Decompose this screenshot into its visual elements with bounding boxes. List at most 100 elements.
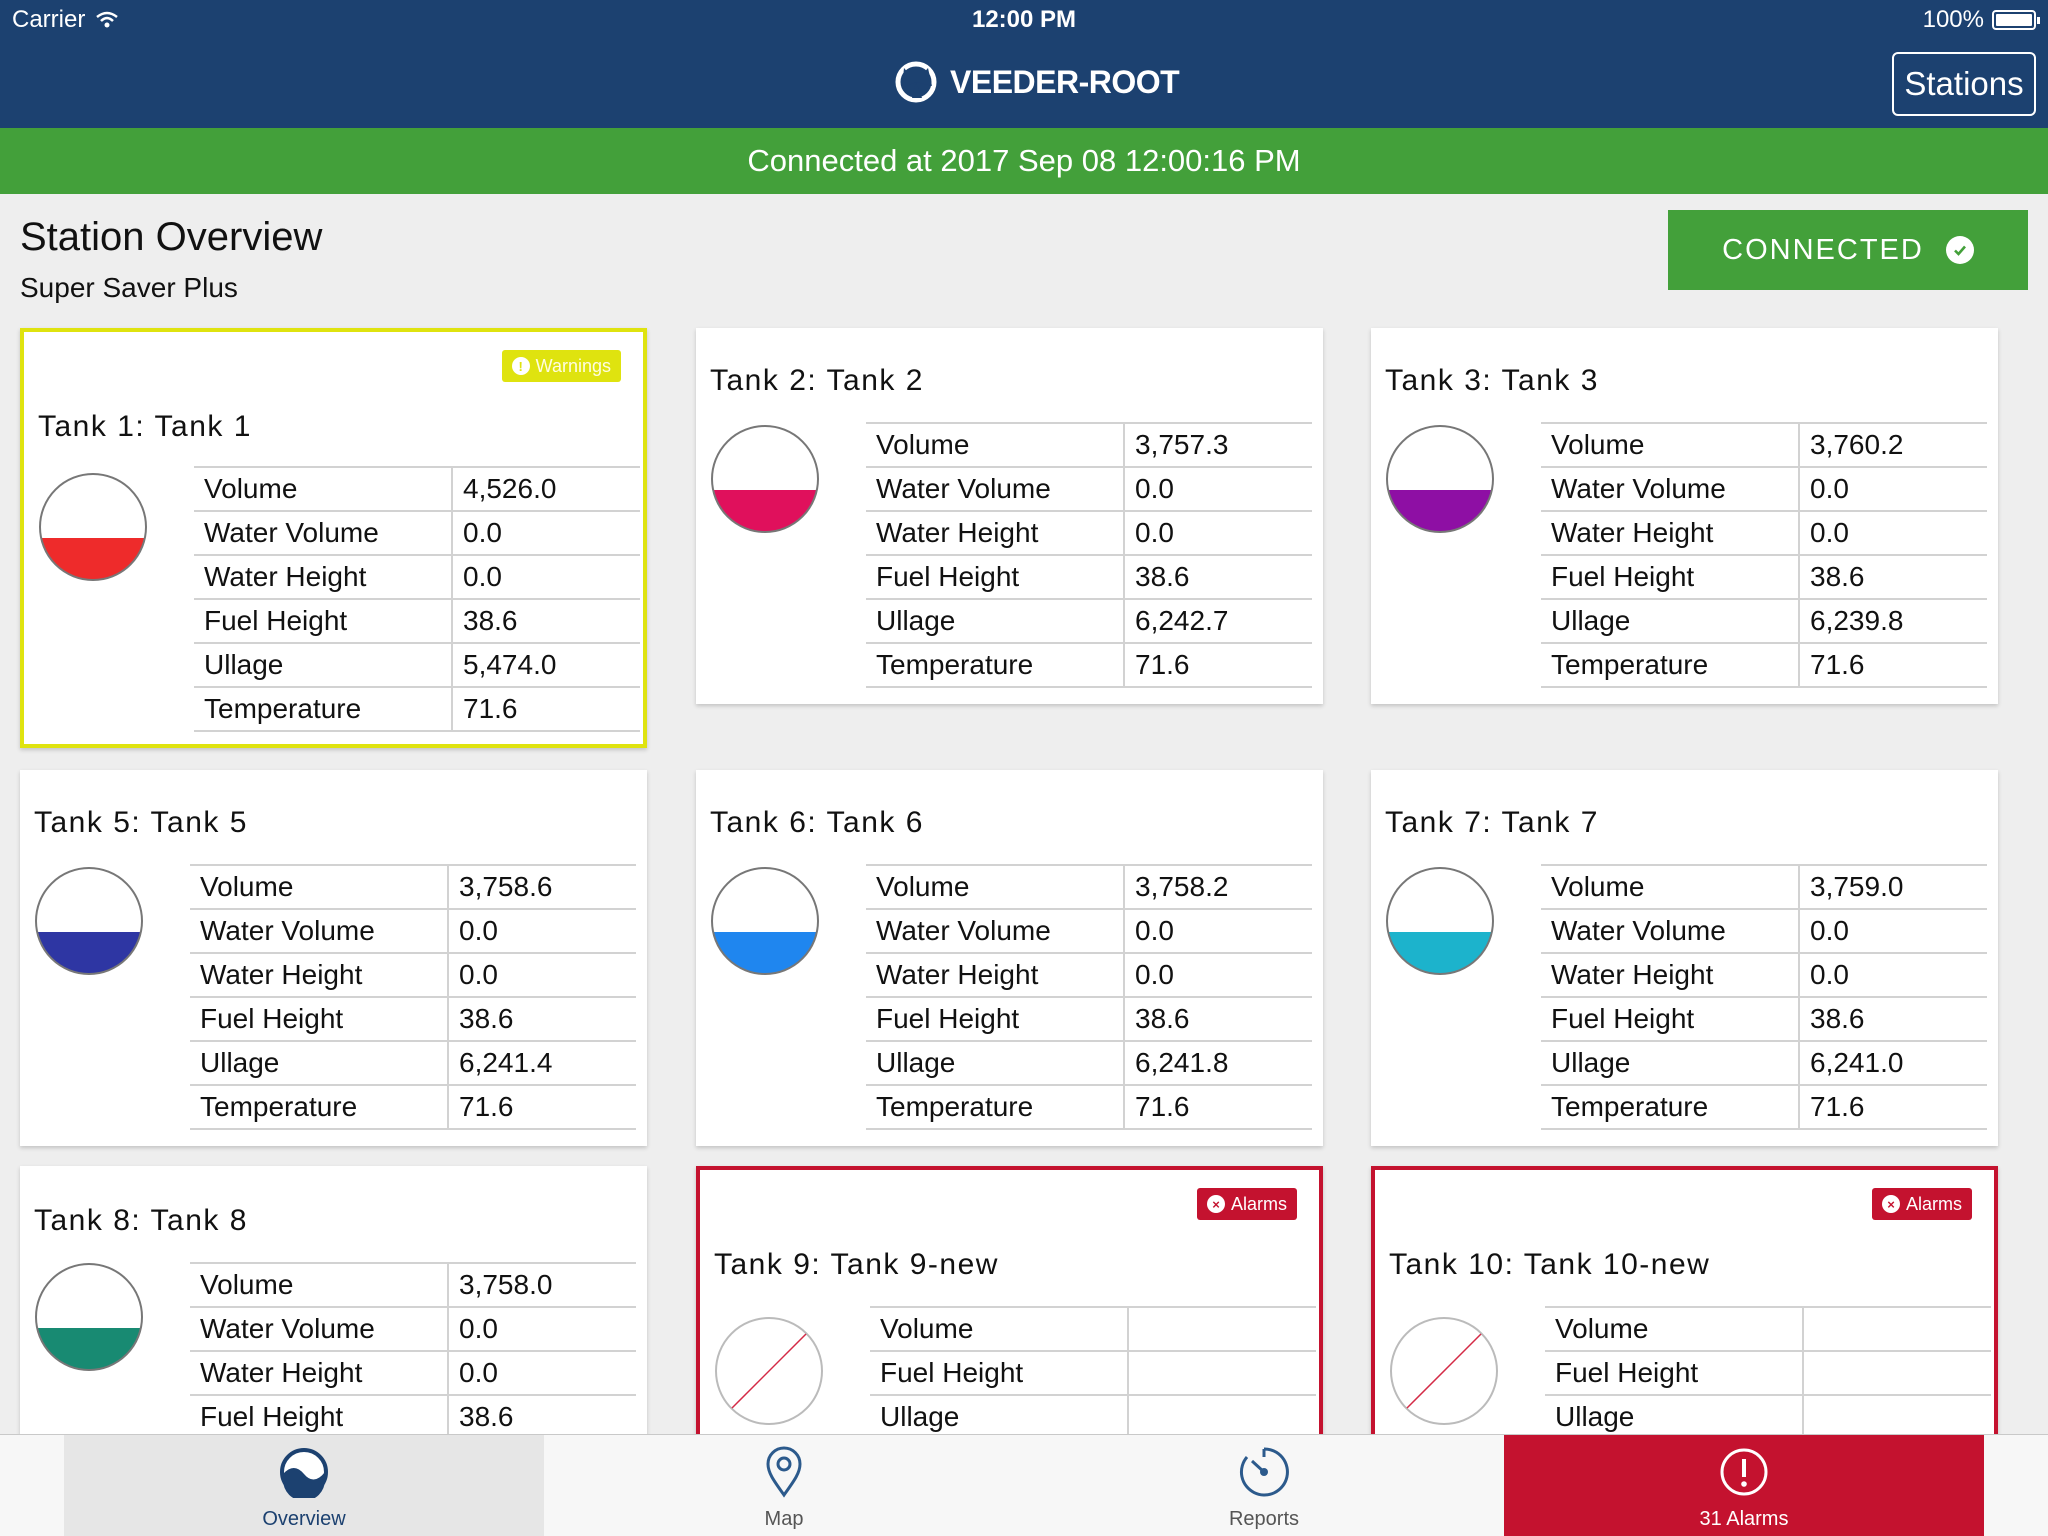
table-row: Ullage 6,241.4 bbox=[190, 1040, 636, 1085]
alarm-x-icon: × bbox=[1206, 1195, 1225, 1213]
tank-title: Tank 7: Tank 7 bbox=[1385, 806, 1599, 839]
reading-label: Fuel Height bbox=[866, 996, 1125, 1041]
table-row: Fuel Height 38.6 bbox=[194, 598, 640, 643]
tank-level-gauge-icon bbox=[35, 1263, 143, 1371]
reports-dial-icon bbox=[1237, 1442, 1291, 1502]
reading-value: 71.6 bbox=[448, 1084, 636, 1130]
tank-readings-table: Volume 3,760.2 Water Volume 0.0 Water Height… bbox=[1541, 422, 1987, 688]
reading-label: Water Volume bbox=[1541, 466, 1800, 511]
tank-card[interactable]: Tank 3: Tank 3 Volume 3,760.2 Water Volume 0… bbox=[1371, 328, 1998, 704]
reading-value bbox=[1128, 1306, 1316, 1351]
reading-label: Water Height bbox=[190, 952, 449, 997]
reading-value: 38.6 bbox=[448, 1394, 636, 1440]
reading-value bbox=[1128, 1350, 1316, 1395]
table-row: Temperature 71.6 bbox=[866, 642, 1312, 688]
tank-readings-table: Volume 4,526.0 Water Volume 0.0 Water Height… bbox=[194, 466, 640, 732]
tank-card[interactable]: × Alarms Tank 9: Tank 9-new Volume Fuel Heig… bbox=[696, 1166, 1323, 1466]
table-row: Ullage 6,242.7 bbox=[866, 598, 1312, 643]
reading-label: Ullage bbox=[866, 1040, 1125, 1085]
reading-value: 0.0 bbox=[1799, 908, 1987, 953]
reading-label: Ullage bbox=[1541, 1040, 1800, 1085]
tab-map[interactable]: Map bbox=[544, 1435, 1024, 1536]
tank-title: Tank 2: Tank 2 bbox=[710, 364, 924, 397]
reading-value: 6,239.8 bbox=[1799, 598, 1987, 643]
tank-offline-gauge-icon bbox=[1390, 1317, 1498, 1425]
reading-label: Fuel Height bbox=[866, 554, 1125, 599]
reading-value: 3,758.6 bbox=[448, 864, 636, 909]
table-row: Water Volume 0.0 bbox=[866, 466, 1312, 511]
reading-value: 38.6 bbox=[1124, 554, 1312, 599]
veeder-root-logo: VEEDER-ROOT bbox=[892, 58, 1180, 106]
table-row: Volume 3,760.2 bbox=[1541, 422, 1987, 467]
app-header: Carrier 12:00 PM 100% VEEDER-ROOT Statio… bbox=[0, 0, 2048, 128]
tank-title: Tank 8: Tank 8 bbox=[34, 1204, 248, 1237]
reading-label: Temperature bbox=[194, 686, 453, 732]
battery-percent: 100% bbox=[1922, 6, 1984, 33]
check-icon bbox=[1945, 236, 1974, 264]
reading-label: Temperature bbox=[866, 1084, 1125, 1130]
table-row: Fuel Height bbox=[1545, 1350, 1991, 1395]
tank-card[interactable]: Tank 5: Tank 5 Volume 3,758.6 Water Volume 0… bbox=[20, 770, 647, 1146]
battery-indicator: 100% bbox=[1922, 6, 2040, 34]
tank-card[interactable]: ! Warnings Tank 1: Tank 1 Volume 4,526.0 Wate… bbox=[20, 328, 647, 748]
reading-label: Fuel Height bbox=[1541, 996, 1800, 1041]
tank-level-gauge-icon bbox=[1386, 867, 1494, 975]
stations-button[interactable]: Stations bbox=[1892, 52, 2036, 116]
tab-alarms-label: 31 Alarms bbox=[1699, 1508, 1789, 1530]
reading-value: 5,474.0 bbox=[452, 642, 640, 687]
alarms-badge[interactable]: × Alarms bbox=[1871, 1188, 1972, 1220]
reading-value: 3,758.2 bbox=[1124, 864, 1312, 909]
tank-card[interactable]: Tank 2: Tank 2 Volume 3,757.3 Water Volume 0… bbox=[696, 328, 1323, 704]
reading-label: Water Height bbox=[1541, 952, 1800, 997]
reading-label: Ullage bbox=[1545, 1394, 1804, 1440]
table-row: Water Height 0.0 bbox=[1541, 510, 1987, 555]
reading-value: 38.6 bbox=[452, 598, 640, 643]
reading-value: 0.0 bbox=[1799, 952, 1987, 997]
table-row: Volume bbox=[1545, 1306, 1991, 1351]
table-row: Water Volume 0.0 bbox=[190, 908, 636, 953]
tank-card[interactable]: × Alarms Tank 10: Tank 10-new Volume Fuel He… bbox=[1371, 1166, 1998, 1466]
tank-level-gauge-icon bbox=[711, 425, 819, 533]
reading-label: Temperature bbox=[1541, 642, 1800, 688]
table-row: Volume 3,759.0 bbox=[1541, 864, 1987, 909]
reading-value: 0.0 bbox=[448, 952, 636, 997]
tab-alarms[interactable]: 31 Alarms bbox=[1504, 1435, 1984, 1536]
tank-offline-gauge-icon bbox=[715, 1317, 823, 1425]
table-row: Water Height 0.0 bbox=[190, 1350, 636, 1395]
reading-value: 38.6 bbox=[1799, 554, 1987, 599]
reading-label: Volume bbox=[1541, 422, 1800, 467]
reading-value: 71.6 bbox=[1124, 1084, 1312, 1130]
reading-value: 6,242.7 bbox=[1124, 598, 1312, 643]
badge-label: Warnings bbox=[535, 355, 611, 376]
tank-readings-table: Volume 3,758.6 Water Volume 0.0 Water Height… bbox=[190, 864, 636, 1130]
reading-value: 38.6 bbox=[448, 996, 636, 1041]
carrier-label: Carrier bbox=[12, 6, 86, 33]
table-row: Ullage bbox=[870, 1394, 1316, 1440]
reading-label: Volume bbox=[190, 1262, 449, 1307]
reading-value: 3,759.0 bbox=[1799, 864, 1987, 909]
table-row: Water Volume 0.0 bbox=[866, 908, 1312, 953]
reading-value bbox=[1803, 1350, 1991, 1395]
reading-value: 38.6 bbox=[1799, 996, 1987, 1041]
tank-title: Tank 5: Tank 5 bbox=[34, 806, 248, 839]
connected-status-button[interactable]: CONNECTED bbox=[1668, 210, 2028, 290]
tank-level-gauge-icon bbox=[35, 867, 143, 975]
table-row: Ullage 6,239.8 bbox=[1541, 598, 1987, 643]
warnings-badge[interactable]: ! Warnings bbox=[501, 350, 621, 382]
alarm-x-icon: × bbox=[1881, 1195, 1900, 1213]
reading-value: 6,241.0 bbox=[1799, 1040, 1987, 1085]
reading-label: Water Volume bbox=[866, 466, 1125, 511]
tank-level-gauge-icon bbox=[39, 473, 147, 581]
tab-reports[interactable]: Reports bbox=[1024, 1435, 1504, 1536]
reading-value: 71.6 bbox=[1799, 1084, 1987, 1130]
tank-card[interactable]: Tank 8: Tank 8 Volume 3,758.0 Water Volume 0… bbox=[20, 1166, 647, 1466]
table-row: Fuel Height 38.6 bbox=[190, 1394, 636, 1440]
tab-overview[interactable]: Overview bbox=[64, 1435, 544, 1536]
alarms-badge[interactable]: × Alarms bbox=[1196, 1188, 1297, 1220]
tank-card[interactable]: Tank 7: Tank 7 Volume 3,759.0 Water Volume 0… bbox=[1371, 770, 1998, 1146]
reading-value: 0.0 bbox=[1124, 952, 1312, 997]
reading-value: 0.0 bbox=[452, 510, 640, 555]
table-row: Water Height 0.0 bbox=[1541, 952, 1987, 997]
tank-card[interactable]: Tank 6: Tank 6 Volume 3,758.2 Water Volume 0… bbox=[696, 770, 1323, 1146]
reading-label: Volume bbox=[194, 466, 453, 511]
